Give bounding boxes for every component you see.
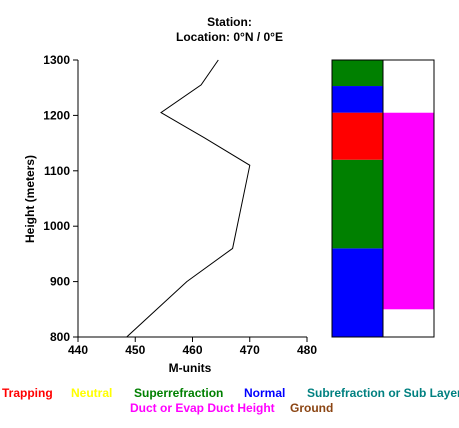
legend-item-neutral: Neutral: [71, 386, 113, 400]
y-tick-label: 900: [50, 275, 70, 289]
location-value: 0°N / 0°E: [233, 30, 283, 44]
layer-column-right-segment: [383, 309, 434, 337]
layer-column-left-segment: [332, 86, 383, 113]
x-tick-label: 460: [182, 343, 202, 357]
layer-column-left-segment: [332, 159, 383, 249]
y-tick-label: 1000: [43, 219, 70, 233]
y-tick-label: 1200: [43, 108, 70, 122]
location-label: Location:: [176, 30, 231, 44]
x-tick-label: 440: [68, 343, 88, 357]
layer-column-left-segment: [332, 248, 383, 337]
y-axis-label: Height (meters): [23, 155, 37, 243]
layer-column-right-border: [382, 59, 435, 338]
legend-item-normal: Normal: [244, 386, 286, 400]
layer-column-right-segment: [383, 112, 434, 310]
y-tick-label: 1100: [44, 164, 70, 178]
layer-column-right-segment: [383, 60, 434, 113]
legend-item-trapping: Trapping: [2, 386, 53, 400]
location-title: Location: 0°N / 0°E: [0, 30, 459, 44]
axes: 800 900 1000 1100 1200 1300 440 450 460 470 480: [43, 53, 317, 357]
layer-column-left-segment: [332, 60, 383, 87]
x-tick-label: 450: [125, 343, 145, 357]
y-tick-label: 1300: [43, 53, 70, 67]
x-tick-label: 480: [297, 343, 317, 357]
legend-item-subrefraction: Subrefraction or Sub Layer: [307, 386, 459, 400]
layer-column-left-segment: [332, 112, 383, 160]
legend-item-ground: Ground: [290, 401, 334, 415]
m-unit-profile: [126, 59, 251, 338]
layer-columns: [331, 59, 435, 338]
legend-item-duct: Duct or Evap Duct Height: [130, 401, 275, 415]
x-tick-label: 470: [240, 343, 260, 357]
x-axis-label: M-units: [169, 361, 212, 375]
legend-item-superrefraction: Superrefraction: [134, 386, 224, 400]
y-tick-label: 800: [50, 330, 70, 344]
series-line: [126, 59, 251, 338]
station-title: Station:: [207, 15, 252, 29]
